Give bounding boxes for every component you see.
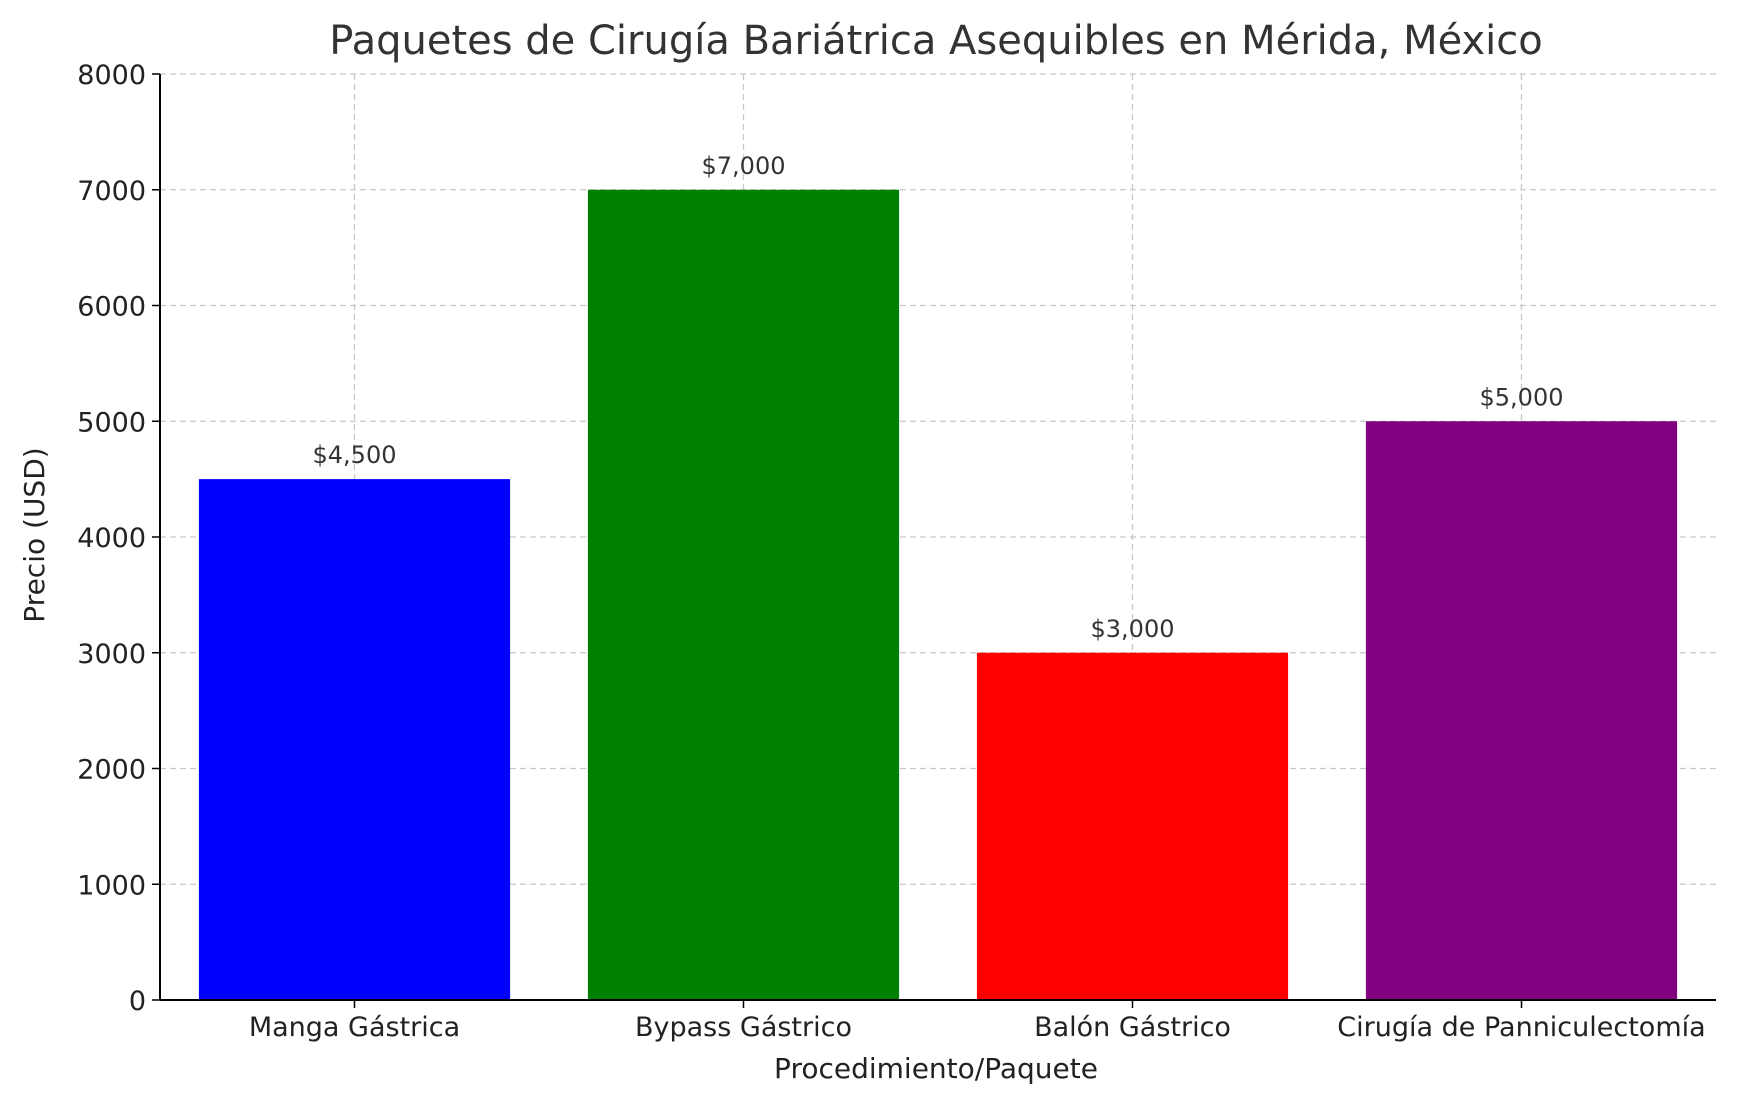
bar-data-label: $5,000	[1480, 383, 1564, 411]
data-labels-layer: $4,500 $7,000 $3,000 $5,000	[313, 152, 1564, 643]
x-tick-label: Manga Gástrica	[249, 1012, 460, 1043]
y-tick-label: 8000	[77, 60, 146, 91]
bar-data-label: $4,500	[313, 441, 397, 469]
x-tick-label: Balón Gástrico	[1034, 1012, 1231, 1043]
y-tick-label: 3000	[77, 639, 146, 670]
x-tick-label: Bypass Gástrico	[635, 1012, 852, 1043]
y-tick-label: 7000	[77, 176, 146, 207]
bar	[198, 479, 511, 1000]
bar	[587, 189, 900, 1000]
y-tick-label: 6000	[77, 292, 146, 323]
x-ticks-layer: Manga Gástrica Bypass Gástrico Balón Gástr…	[249, 1000, 1706, 1043]
y-tick-label: 5000	[77, 407, 146, 438]
bar	[1365, 421, 1678, 1000]
bar-data-label: $3,000	[1091, 615, 1175, 643]
x-axis-label: Procedimiento/Paquete	[774, 1052, 1098, 1085]
bar	[976, 652, 1289, 1000]
y-tick-label: 4000	[77, 523, 146, 554]
bar-data-label: $7,000	[702, 152, 786, 180]
y-tick-label: 2000	[77, 755, 146, 786]
chart-title: Paquetes de Cirugía Bariátrica Asequible…	[329, 18, 1543, 64]
y-tick-label: 0	[129, 986, 146, 1017]
y-ticks-layer: 0 1000 2000 3000 4000 5000 6000 7000 8000	[77, 60, 160, 1017]
y-axis-label: Precio (USD)	[18, 447, 51, 622]
bars-layer	[198, 189, 1678, 1000]
x-tick-label: Cirugía de Panniculectomía	[1337, 1012, 1705, 1043]
y-tick-label: 1000	[77, 870, 146, 901]
